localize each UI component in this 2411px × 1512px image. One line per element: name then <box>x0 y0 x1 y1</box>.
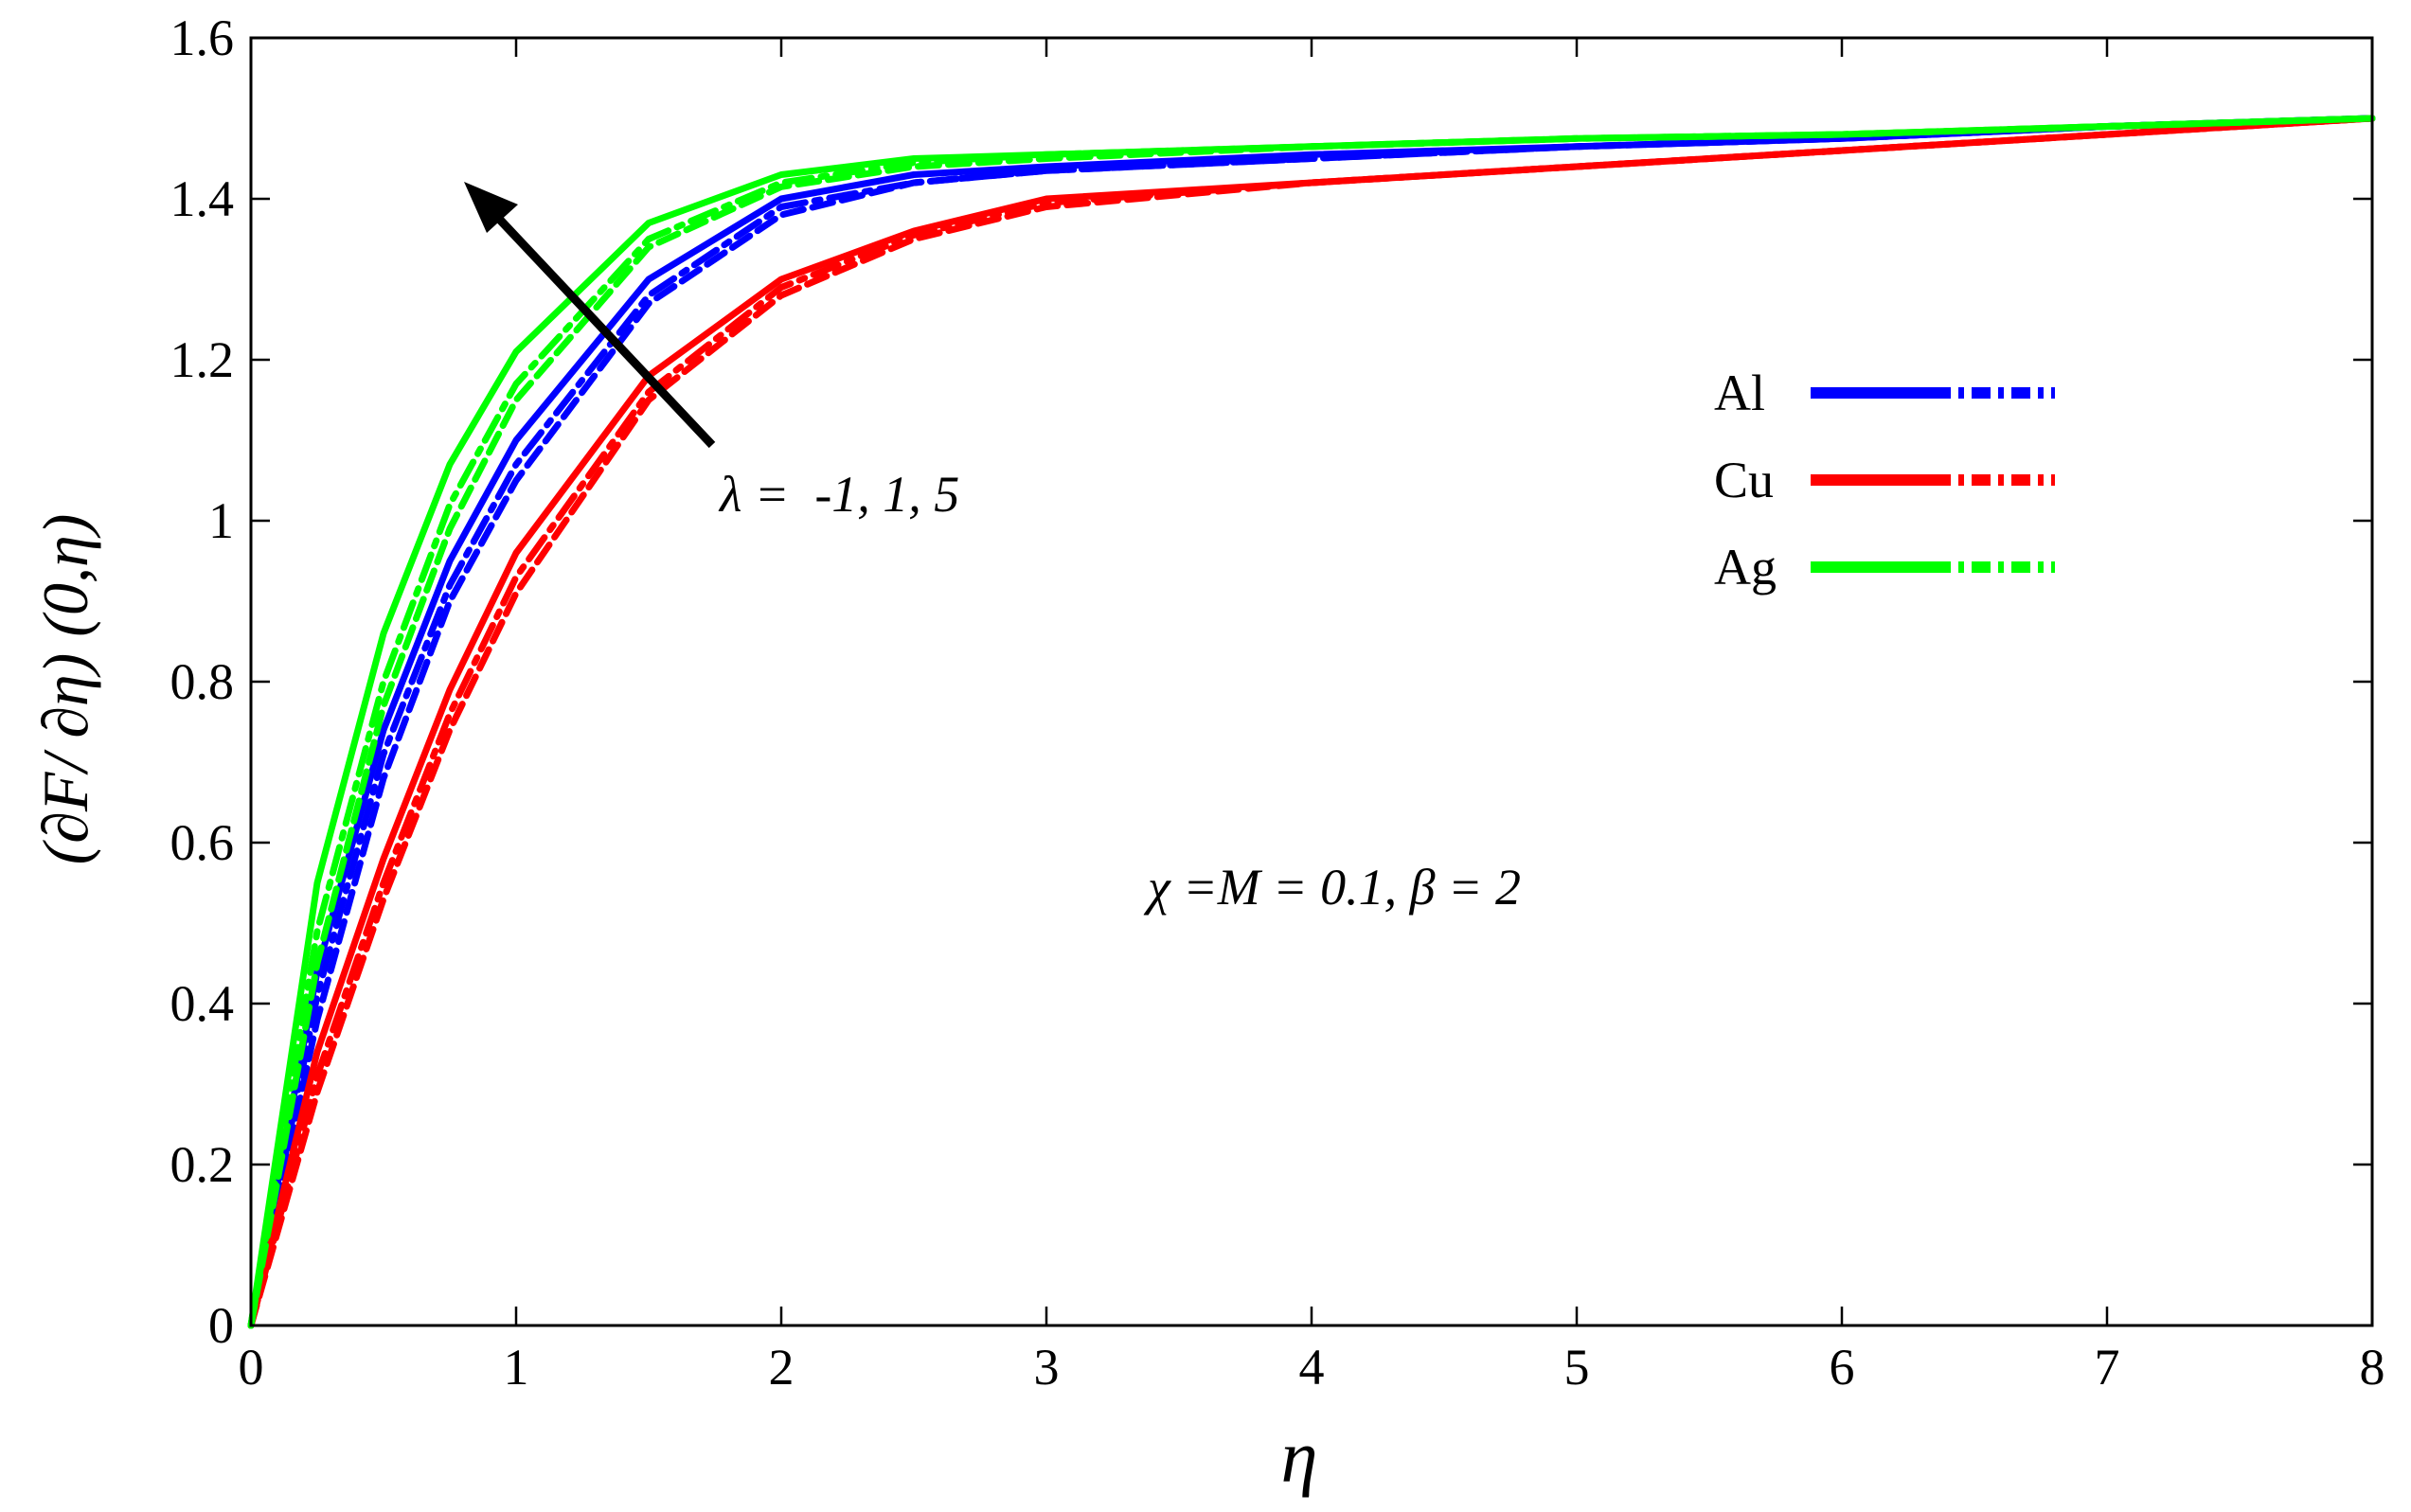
x-axis-ticks: 0 1 2 3 4 5 6 7 8 <box>239 38 2385 1396</box>
x-tick-label: 4 <box>1299 1339 1325 1396</box>
y-tick-label: 0.4 <box>170 975 235 1032</box>
legend-label-cu: Cu <box>1714 452 1774 508</box>
y-tick-label: 1.4 <box>170 170 235 227</box>
x-tick-label: 7 <box>2095 1339 2120 1396</box>
x-tick-label: 2 <box>769 1339 795 1396</box>
y-tick-label: 0.6 <box>170 814 235 871</box>
series-line-al-dashed <box>247 115 2376 1329</box>
x-tick-label: 1 <box>504 1339 529 1396</box>
series-line-ag-solid <box>247 115 2376 1329</box>
y-tick-label: 1 <box>208 492 234 549</box>
y-axis-ticks: 0 0.2 0.4 0.6 0.8 1 1.2 1.4 1.6 <box>170 9 2372 1354</box>
legend-label-al: Al <box>1714 365 1765 421</box>
parameter-annotation: χ =M = 0.1, β = 2 <box>1143 859 1521 916</box>
y-tick-label: 1.2 <box>170 331 235 388</box>
y-tick-label: 0 <box>208 1297 234 1354</box>
x-tick-label: 0 <box>239 1339 264 1396</box>
legend-label-ag: Ag <box>1714 539 1777 596</box>
series-line-cu-dashed <box>247 115 2376 1329</box>
lambda-arrow-head <box>464 182 518 233</box>
y-tick-label: 0.2 <box>170 1136 235 1193</box>
x-tick-label: 5 <box>1564 1339 1590 1396</box>
plot-marks <box>247 115 2376 1329</box>
x-tick-label: 6 <box>1830 1339 1855 1396</box>
y-axis-label: (∂F/ ∂η) (0,η) <box>29 514 101 865</box>
lambda-arrow-shaft <box>494 214 716 449</box>
lambda-annotation: λ = -1, 1, 5 <box>718 466 959 523</box>
x-tick-label: 8 <box>2360 1339 2385 1396</box>
y-tick-label: 1.6 <box>170 9 235 66</box>
plot-frame <box>249 36 2374 1327</box>
lambda-arrow <box>464 182 716 449</box>
y-tick-label: 0.8 <box>170 653 235 710</box>
x-axis-label: η <box>1281 1415 1318 1498</box>
legend: Al Cu Ag <box>1714 365 2055 596</box>
series-line-ag-dashed <box>247 115 2376 1329</box>
x-tick-label: 3 <box>1034 1339 1060 1396</box>
